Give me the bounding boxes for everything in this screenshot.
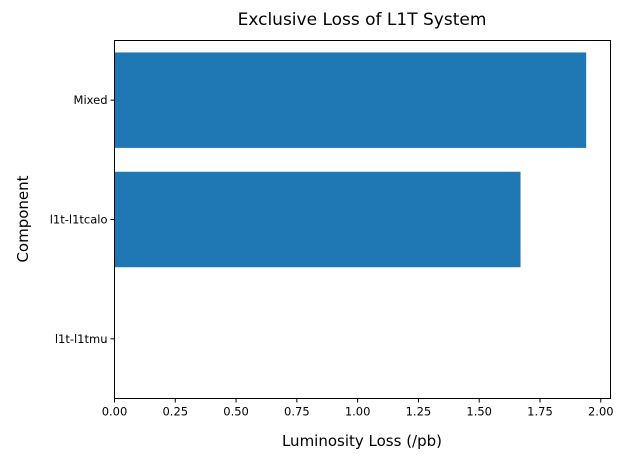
x-tick-label: 0.75: [284, 405, 310, 419]
chart-title: Exclusive Loss of L1T System: [238, 10, 487, 30]
x-tick-label: 1.75: [527, 405, 553, 419]
bar-l1t-l1tcalo: [114, 171, 521, 268]
bar-mixed: [114, 52, 587, 148]
x-tick-label: 1.25: [406, 405, 432, 419]
x-tick-label: 0.00: [102, 405, 128, 419]
y-axis-ticks: l1t-l1tmu l1t-l1tcalo Mixed: [50, 93, 115, 346]
y-tick-label: Mixed: [74, 93, 108, 107]
x-tick-label: 2.00: [588, 405, 614, 419]
x-axis-ticks: 0.00 0.25 0.50 0.75 1.00 1.25 1.50 1.75 2.00: [102, 398, 614, 419]
y-tick-label: l1t-l1tcalo: [50, 213, 108, 227]
x-tick-label: 0.25: [162, 405, 188, 419]
bars-layer: [114, 52, 587, 268]
y-axis-label: Component: [14, 175, 32, 262]
x-tick-label: 1.00: [345, 405, 371, 419]
x-tick-label: 0.50: [223, 405, 249, 419]
plot-area-frame: [114, 40, 611, 399]
x-tick-label: 1.50: [466, 405, 492, 419]
y-tick-label: l1t-l1tmu: [55, 332, 108, 346]
x-axis-label: Luminosity Loss (/pb): [282, 432, 442, 450]
